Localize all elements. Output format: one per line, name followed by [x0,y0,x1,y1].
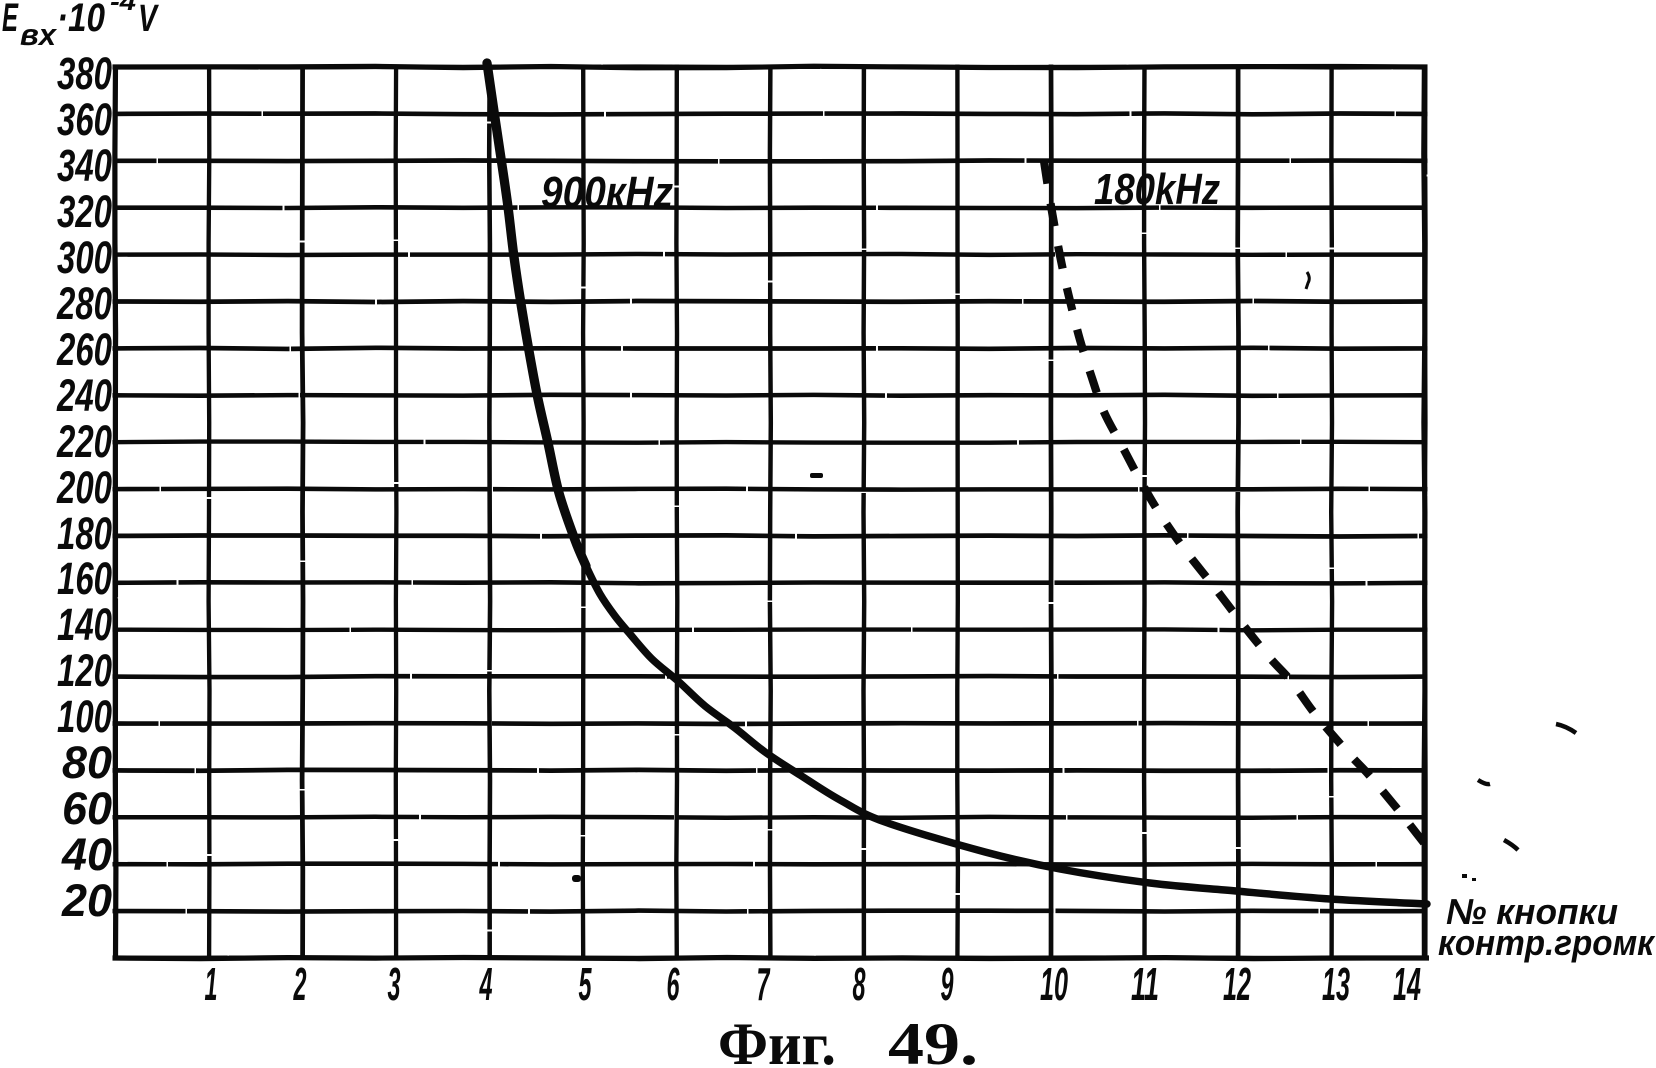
svg-text:900кHz: 900кHz [541,168,673,217]
svg-text:6: 6 [667,958,680,1010]
svg-text:380: 380 [57,48,112,99]
svg-text:11: 11 [1131,958,1159,1010]
svg-text:120: 120 [57,645,112,696]
svg-text:Eвх·10-4V: Eвх·10 -4V [2,0,159,52]
svg-text:260: 260 [56,324,112,375]
svg-text:контр.громк: контр.громк [1438,922,1656,963]
svg-text:320: 320 [57,186,112,237]
svg-text:8: 8 [853,958,866,1010]
svg-text:180: 180 [57,508,112,559]
svg-text:80: 80 [62,737,112,788]
svg-text:14: 14 [1393,958,1421,1010]
svg-text:220: 220 [56,416,112,467]
svg-text:240: 240 [56,370,112,421]
svg-text:Фиг.: Фиг. [718,1011,836,1068]
svg-text:3: 3 [388,958,401,1010]
svg-text:360: 360 [57,94,112,145]
svg-text:2: 2 [293,958,307,1010]
svg-text:№ кнопки: № кнопки [1446,891,1618,932]
svg-text:1: 1 [205,958,218,1010]
svg-text:7: 7 [757,958,771,1010]
svg-text:49.: 49. [888,1011,978,1068]
svg-text:4: 4 [479,958,493,1010]
svg-text:340: 340 [57,140,112,191]
svg-text:40: 40 [61,829,112,880]
svg-text:200: 200 [56,462,112,513]
svg-text:12: 12 [1223,958,1251,1010]
svg-text:60: 60 [62,783,112,834]
svg-text:13: 13 [1322,958,1350,1010]
svg-text:140: 140 [57,599,112,650]
svg-text:5: 5 [579,958,593,1010]
svg-text:180kHz: 180kHz [1094,165,1220,214]
svg-text:10: 10 [1040,958,1068,1010]
svg-text:20: 20 [61,875,112,926]
svg-text:280: 280 [56,278,112,329]
svg-text:100: 100 [57,691,112,742]
svg-text:160: 160 [57,553,112,604]
svg-text:9: 9 [941,958,954,1010]
svg-text:300: 300 [57,232,112,283]
